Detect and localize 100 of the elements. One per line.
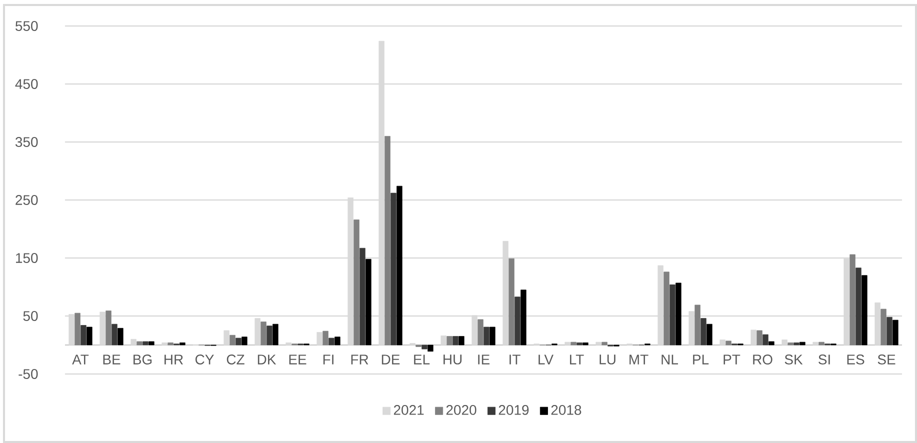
legend-label: 2020 [446,405,476,415]
bar [80,325,86,346]
bar [266,326,272,346]
bar [664,272,670,346]
x-tick-label: FI [323,354,334,364]
x-tick-label: PL [693,354,709,364]
bar [428,344,434,352]
bar [700,318,706,346]
bar [602,342,608,346]
x-tick-label: IE [478,354,490,364]
x-tick-label: LT [570,354,584,364]
bar [676,282,682,346]
bar [316,332,322,346]
bar [514,296,520,346]
bar [726,340,732,346]
bar [570,342,576,346]
bar [502,240,508,346]
bar [396,186,402,346]
y-tick-label: 150 [16,253,38,263]
bar [768,341,774,346]
bar [254,318,260,346]
x-tick-label: LU [600,354,616,364]
bar [322,330,328,346]
x-tick-label: EL [414,354,430,364]
bar [850,254,856,346]
bar [68,314,74,346]
bar [272,324,278,346]
bar [880,308,886,346]
bar [230,334,236,346]
bar [286,342,292,346]
x-tick-label: AT [72,354,89,364]
bar [422,344,428,350]
bar [118,328,124,346]
x-tick-label: FR [351,354,368,364]
bar [378,40,384,346]
bar [136,341,142,346]
x-tick-label: NL [662,354,678,364]
bar [168,342,174,346]
x-tick-label: CZ [226,354,244,364]
x-tick-label: ES [847,354,864,364]
bar [478,319,484,346]
bar [162,342,168,346]
bar [360,248,366,346]
bar [892,320,898,346]
x-tick-label: SI [818,354,830,364]
bar [670,284,676,346]
bar [750,330,756,346]
bar [762,334,768,346]
bar [458,336,464,346]
bar [564,342,570,346]
x-tick-label: SE [878,354,896,364]
x-tick-label: CY [195,354,214,364]
bar [658,265,664,346]
bar [520,290,526,346]
bar [390,192,396,346]
bar [446,336,452,346]
bar [112,324,118,346]
y-tick-label: 350 [15,137,38,147]
bar [472,315,478,346]
bar [86,326,92,346]
bar [812,342,818,346]
bar [688,311,694,346]
y-tick-label: 450 [15,79,38,89]
bar [354,220,360,346]
x-tick-label: HU [444,354,462,364]
bar [452,336,458,346]
bar [582,342,588,346]
bar [844,258,850,346]
bar [142,341,148,346]
bar [366,258,372,346]
bar [596,342,602,346]
bar [224,330,230,346]
bar [756,330,762,346]
bar [490,326,496,346]
bar [334,336,340,346]
x-tick-label: LV [538,354,554,364]
bar [794,342,800,346]
x-tick-label: IT [510,354,520,364]
bar [348,197,354,346]
y-tick-label: 50 [23,311,38,321]
bar [800,342,806,346]
x-tick-label: DK [258,354,276,364]
bar [384,136,390,346]
bar [706,324,712,346]
y-tick-label: -50 [18,369,38,379]
bar [130,339,136,346]
bar [788,342,794,346]
bar [236,338,242,346]
bar [484,326,490,346]
bar [720,340,726,346]
legend-label: 2019 [498,405,529,415]
bar [242,336,248,346]
bar [328,338,334,346]
x-tick-label: RO [753,354,772,364]
bar [856,268,862,346]
x-tick-label: EE [289,354,306,364]
bar [818,342,824,346]
x-tick-label: BG [134,354,152,364]
bar [874,302,880,346]
bar [180,342,186,346]
